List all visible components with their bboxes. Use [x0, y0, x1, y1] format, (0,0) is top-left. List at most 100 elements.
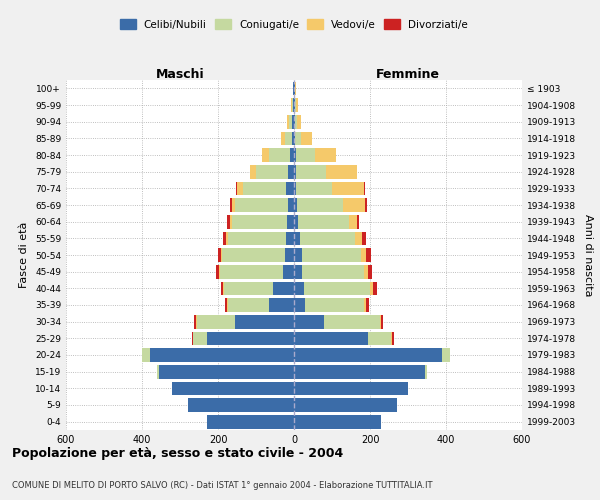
Bar: [290, 148, 294, 162]
Bar: [285, 132, 292, 145]
Bar: [291, 98, 292, 112]
Bar: [294, 215, 298, 228]
Bar: [315, 148, 336, 162]
Bar: [301, 132, 312, 145]
Bar: [222, 248, 284, 262]
Bar: [223, 232, 226, 245]
Bar: [225, 298, 227, 312]
Bar: [425, 365, 427, 378]
Bar: [294, 148, 296, 162]
Bar: [227, 232, 286, 245]
Bar: [295, 132, 301, 145]
Bar: [242, 182, 286, 195]
Bar: [227, 215, 230, 228]
Bar: [283, 265, 294, 278]
Bar: [365, 198, 367, 212]
Bar: [294, 398, 397, 412]
Bar: [292, 115, 294, 128]
Bar: [294, 315, 325, 328]
Bar: [297, 115, 301, 128]
Bar: [362, 232, 366, 245]
Bar: [287, 215, 294, 228]
Bar: [326, 165, 356, 178]
Bar: [343, 198, 365, 212]
Text: Maschi: Maschi: [155, 68, 205, 81]
Bar: [149, 348, 294, 362]
Bar: [293, 98, 294, 112]
Bar: [230, 215, 232, 228]
Bar: [304, 282, 370, 295]
Bar: [188, 398, 294, 412]
Bar: [294, 365, 425, 378]
Bar: [300, 232, 355, 245]
Legend: Celibi/Nubili, Coniugati/e, Vedovi/e, Divorziati/e: Celibi/Nubili, Coniugati/e, Vedovi/e, Di…: [116, 15, 472, 34]
Bar: [294, 282, 304, 295]
Bar: [289, 115, 292, 128]
Bar: [218, 248, 221, 262]
Bar: [159, 365, 294, 378]
Bar: [297, 198, 343, 212]
Bar: [287, 115, 289, 128]
Bar: [269, 298, 294, 312]
Text: Popolazione per età, sesso e stato civile - 2004: Popolazione per età, sesso e stato civil…: [12, 448, 343, 460]
Bar: [286, 182, 294, 195]
Bar: [226, 232, 227, 245]
Bar: [298, 215, 349, 228]
Bar: [250, 165, 256, 178]
Bar: [368, 332, 391, 345]
Text: Femmine: Femmine: [376, 68, 440, 81]
Bar: [296, 182, 332, 195]
Bar: [235, 198, 289, 212]
Bar: [172, 382, 294, 395]
Bar: [294, 298, 305, 312]
Bar: [380, 315, 382, 328]
Bar: [355, 232, 362, 245]
Bar: [196, 315, 197, 328]
Bar: [294, 82, 295, 95]
Bar: [223, 282, 224, 295]
Bar: [361, 248, 366, 262]
Bar: [368, 265, 372, 278]
Bar: [157, 365, 159, 378]
Bar: [294, 98, 295, 112]
Bar: [292, 98, 293, 112]
Bar: [332, 182, 364, 195]
Bar: [221, 282, 223, 295]
Bar: [356, 215, 359, 228]
Bar: [273, 282, 294, 295]
Bar: [294, 132, 295, 145]
Bar: [192, 332, 193, 345]
Bar: [269, 148, 290, 162]
Bar: [295, 82, 296, 95]
Bar: [221, 248, 222, 262]
Bar: [302, 265, 364, 278]
Bar: [206, 332, 294, 345]
Bar: [220, 265, 283, 278]
Bar: [364, 265, 368, 278]
Bar: [294, 198, 297, 212]
Y-axis label: Anni di nascita: Anni di nascita: [583, 214, 593, 296]
Bar: [281, 132, 285, 145]
Bar: [219, 265, 220, 278]
Bar: [373, 282, 377, 295]
Bar: [232, 198, 235, 212]
Bar: [294, 165, 296, 178]
Bar: [193, 332, 206, 345]
Bar: [256, 165, 289, 178]
Bar: [293, 82, 294, 95]
Bar: [289, 165, 294, 178]
Bar: [216, 265, 219, 278]
Bar: [295, 98, 296, 112]
Bar: [236, 182, 237, 195]
Bar: [305, 298, 364, 312]
Bar: [294, 265, 302, 278]
Bar: [227, 298, 269, 312]
Bar: [391, 332, 392, 345]
Bar: [294, 182, 296, 195]
Bar: [232, 215, 287, 228]
Bar: [142, 348, 149, 362]
Bar: [295, 115, 297, 128]
Bar: [370, 282, 373, 295]
Bar: [284, 248, 294, 262]
Bar: [302, 248, 361, 262]
